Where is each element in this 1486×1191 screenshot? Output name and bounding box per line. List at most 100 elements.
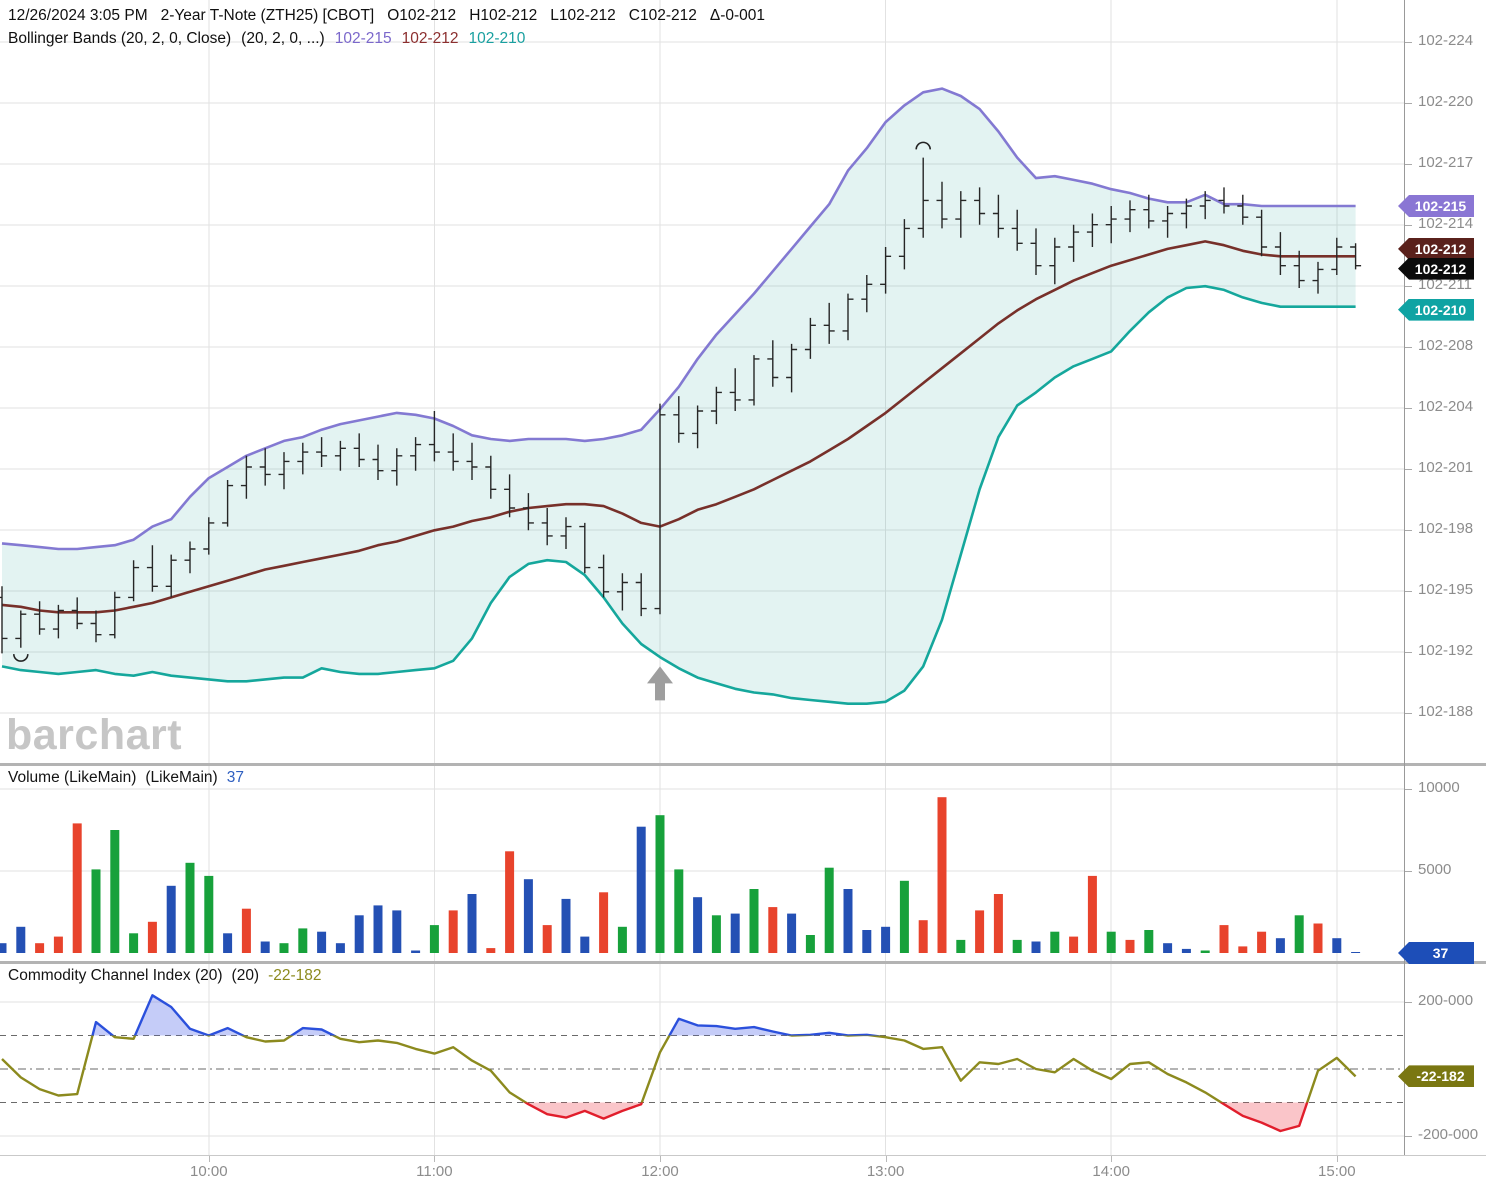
cci-line-overbought xyxy=(91,994,882,1036)
volume-bar xyxy=(693,897,703,953)
volume-bar xyxy=(580,936,590,953)
price-axis[interactable]: 102-212 102-215 102-212 102-210 37 -22-1… xyxy=(1398,0,1486,1155)
panel-divider[interactable] xyxy=(0,961,1486,964)
cci-overbought-fill xyxy=(2,995,1356,1036)
volume-bar xyxy=(1087,875,1097,953)
volume-bar xyxy=(448,910,458,953)
header-open: O102-212 xyxy=(387,7,457,24)
axis-tick xyxy=(1405,789,1412,790)
header-datetime: 12/26/2024 3:05 PM xyxy=(8,7,148,24)
volume-bar xyxy=(1238,946,1248,953)
axis-tick xyxy=(1405,408,1412,410)
axis-tick xyxy=(1405,1002,1412,1003)
volume-bar xyxy=(749,889,759,953)
volume-bar xyxy=(279,943,289,953)
axis-tick xyxy=(1405,225,1412,227)
barchart-logo: barchart xyxy=(6,711,183,759)
volume-bar xyxy=(204,875,214,953)
volume-bar xyxy=(993,894,1003,953)
volume-bar xyxy=(523,879,533,953)
volume-bar xyxy=(298,928,308,953)
volume-bar xyxy=(317,931,327,953)
volume-bar xyxy=(53,936,63,953)
axis-label: 102-224 xyxy=(1418,31,1474,49)
volume-bar xyxy=(1332,938,1342,953)
volume-bar xyxy=(223,933,233,953)
volume-bar xyxy=(1200,950,1210,953)
volume-badge: 37 xyxy=(1398,942,1474,964)
volume-bar xyxy=(335,943,345,953)
volume-bar xyxy=(1313,923,1323,953)
volume-panel[interactable]: Volume (LikeMain) (LikeMain) 37 xyxy=(0,766,1404,961)
axis-label: 102-195 xyxy=(1418,580,1474,598)
volume-bar xyxy=(185,862,195,953)
volume-bar xyxy=(467,894,477,953)
axis-tick xyxy=(1405,1136,1412,1137)
volume-chart-canvas[interactable] xyxy=(0,766,1404,961)
axis-label: 102-208 xyxy=(1418,336,1474,354)
axis-tick xyxy=(1405,713,1412,714)
time-label: 10:00 xyxy=(190,1163,228,1180)
cci-last-value: -22-182 xyxy=(268,967,322,984)
volume-params: (LikeMain) xyxy=(145,769,218,786)
volume-bar xyxy=(110,830,120,953)
volume-bar xyxy=(768,907,778,953)
bollinger-lower-band xyxy=(1,284,1356,705)
volume-bar xyxy=(824,867,834,953)
volume-bar xyxy=(674,869,684,953)
volume-bar xyxy=(1031,941,1041,953)
volume-bar xyxy=(1181,948,1191,953)
study-params: (20, 2, 0, ...) xyxy=(241,30,325,47)
volume-bar xyxy=(354,915,364,953)
last-price-badge: 102-212 xyxy=(1398,257,1474,280)
volume-bar xyxy=(617,926,627,953)
volume-bar xyxy=(881,926,891,953)
axis-label: 10000 xyxy=(1418,779,1460,796)
low-arc-marker xyxy=(13,653,29,662)
time-label: 15:00 xyxy=(1318,1163,1356,1180)
axis-tick xyxy=(1405,346,1412,348)
price-chart-canvas[interactable] xyxy=(0,0,1404,763)
volume-bar xyxy=(918,920,928,953)
axis-tick xyxy=(1405,469,1412,470)
up-arrow-annotation xyxy=(647,666,673,701)
bb-middle-value: 102-212 xyxy=(401,30,459,47)
volume-bar xyxy=(16,926,26,953)
volume-bar xyxy=(505,851,515,953)
axis-label: 102-211 xyxy=(1418,275,1472,293)
time-tick xyxy=(208,1156,210,1162)
axis-tick xyxy=(1405,590,1412,592)
axis-label: 102-204 xyxy=(1418,398,1474,416)
header-change: Δ-0-001 xyxy=(709,7,766,24)
study-name: Bollinger Bands (20, 2, 0, Close) xyxy=(8,30,232,47)
axis-tick xyxy=(1405,871,1412,872)
axis-tick xyxy=(1405,102,1412,104)
cci-panel-label: Commodity Channel Index (20) (20) -22-182 xyxy=(8,967,331,985)
axis-label: 102-217 xyxy=(1418,154,1474,172)
volume-bar xyxy=(956,939,966,953)
volume-bar xyxy=(373,905,383,953)
band-middle-badge: 102-212 xyxy=(1398,237,1474,260)
axis-tick xyxy=(1405,529,1412,531)
volume-bar xyxy=(35,943,45,953)
panel-divider[interactable] xyxy=(0,763,1486,766)
price-panel[interactable]: 12/26/2024 3:05 PM 2-Year T-Note (ZTH25) … xyxy=(0,0,1404,763)
band-upper-badge: 102-215 xyxy=(1398,195,1474,218)
time-label: 12:00 xyxy=(641,1163,679,1180)
cci-chart-canvas[interactable] xyxy=(0,964,1404,1155)
volume-bar xyxy=(636,826,646,953)
axis-tick xyxy=(1405,164,1412,166)
volume-bar xyxy=(1275,938,1285,953)
axis-label: 102-188 xyxy=(1418,703,1474,720)
volume-title: Volume (LikeMain) xyxy=(8,769,137,786)
axis-label: 102-201 xyxy=(1418,459,1474,476)
axis-label: 102-220 xyxy=(1418,92,1474,110)
cci-panel[interactable]: Commodity Channel Index (20) (20) -22-182 xyxy=(0,964,1404,1155)
volume-bar xyxy=(392,910,402,953)
axis-tick xyxy=(1405,41,1412,43)
cci-line xyxy=(1,1035,1357,1103)
volume-bar xyxy=(241,908,251,953)
chart-header-line2: Bollinger Bands (20, 2, 0, Close) (20, 2,… xyxy=(8,27,535,50)
time-axis[interactable]: 10:00 11:00 12:00 13:00 14:00 15:00 xyxy=(0,1155,1486,1191)
